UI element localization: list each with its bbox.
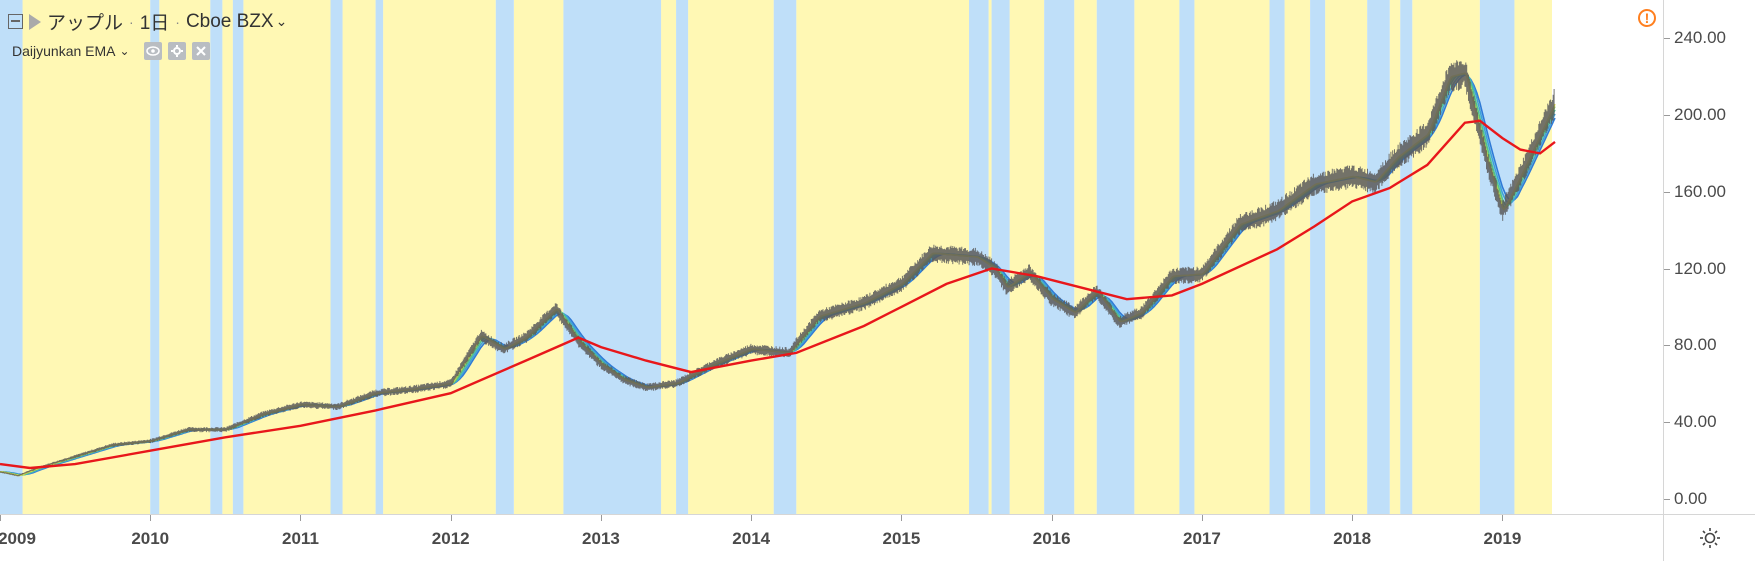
time-tick	[300, 515, 302, 521]
price-tick-label: 120.00	[1674, 258, 1726, 278]
price-axis[interactable]: 240.00 200.00 160.00 120.00 80.00 40.00 0.00	[1663, 0, 1755, 514]
close-icon[interactable]	[191, 42, 210, 60]
price-tick	[1664, 115, 1670, 117]
downtrend-band	[330, 0, 343, 514]
time-tick	[450, 515, 452, 521]
time-axis[interactable]: 2009 2010 2011 2012 2013 2014 2015 2016 2017 2018…	[0, 514, 1663, 561]
symbol-legend[interactable]: アップル · 1日 · Cboe BZX ⌄	[8, 8, 287, 35]
time-tick-label: 2018	[1333, 529, 1372, 548]
downtrend-band	[991, 0, 1010, 514]
price-tick-label: 80.00	[1674, 335, 1717, 355]
eye-icon[interactable]	[143, 42, 162, 60]
ema-long-line	[0, 119, 1556, 470]
indicator-legend[interactable]: Daijyunkan EMA ⌄	[12, 42, 210, 60]
plot-area[interactable]: アップル · 1日 · Cboe BZX ⌄ Daijyunkan EMA ⌄ …	[0, 0, 1663, 514]
uptrend-band	[342, 0, 376, 514]
chart-settings-corner[interactable]	[1663, 514, 1755, 561]
legend-separator: ·	[129, 13, 134, 30]
price-tick-label: 200.00	[1674, 105, 1726, 125]
price-tick-label: 240.00	[1674, 28, 1726, 48]
downtrend-band	[1479, 0, 1515, 514]
chevron-down-icon[interactable]: ⌄	[119, 44, 130, 58]
uptrend-band	[1134, 0, 1180, 514]
price-tick	[1664, 191, 1670, 193]
uptrend-band	[688, 0, 774, 514]
legend-separator: ·	[175, 13, 180, 30]
downtrend-band	[676, 0, 689, 514]
price-candles	[0, 60, 1555, 477]
time-tick-label: 2012	[431, 529, 470, 548]
time-tick-label: 2010	[131, 529, 170, 548]
uptrend-band	[1514, 0, 1552, 514]
price-tick	[1664, 421, 1670, 423]
trend-background-bands	[0, 0, 1552, 514]
uptrend-band	[661, 0, 677, 514]
time-tick	[1201, 515, 1203, 521]
flag-icon[interactable]	[29, 13, 41, 30]
uptrend-band	[1325, 0, 1368, 514]
interval-label[interactable]: 1日	[139, 13, 170, 34]
downtrend-band	[0, 0, 23, 514]
gear-icon[interactable]	[167, 42, 186, 60]
price-tick	[1664, 38, 1670, 40]
downtrend-band	[375, 0, 384, 514]
price-chart[interactable]	[0, 0, 1663, 514]
uptrend-band	[222, 0, 233, 514]
collapse-icon[interactable]	[8, 14, 23, 29]
time-tick-label: 2014	[732, 529, 771, 548]
price-tick-label: 0.00	[1674, 488, 1708, 508]
downtrend-band	[1400, 0, 1413, 514]
time-tick	[600, 515, 602, 521]
uptrend-band	[1284, 0, 1311, 514]
time-tick	[1051, 515, 1053, 521]
downtrend-band	[1096, 0, 1135, 514]
time-tick	[901, 515, 903, 521]
downtrend-band	[1044, 0, 1075, 514]
sun-icon[interactable]	[1699, 527, 1721, 549]
downtrend-band	[1269, 0, 1285, 514]
downtrend-band	[150, 0, 160, 514]
candle-wicks	[0, 60, 1555, 477]
downtrend-band	[773, 0, 797, 514]
uptrend-band	[1009, 0, 1045, 514]
time-tick-label: 2019	[1483, 529, 1522, 548]
time-tick-label: 2009	[0, 529, 36, 548]
time-tick	[751, 515, 753, 521]
downtrend-band	[1310, 0, 1326, 514]
time-tick	[0, 515, 1, 521]
time-tick-label: 2017	[1183, 529, 1221, 548]
time-tick	[150, 515, 152, 521]
downtrend-band	[563, 0, 662, 514]
time-tick-label: 2011	[282, 529, 319, 548]
uptrend-band	[243, 0, 331, 514]
uptrend-band	[1074, 0, 1097, 514]
uptrend-band	[22, 0, 151, 514]
time-tick	[1352, 515, 1354, 521]
downtrend-band	[232, 0, 244, 514]
ema-long-path	[0, 119, 1556, 470]
time-tick-label: 2013	[582, 529, 620, 548]
indicator-name[interactable]: Daijyunkan EMA	[12, 43, 116, 59]
chevron-down-icon[interactable]: ⌄	[275, 13, 288, 29]
uptrend-band	[1194, 0, 1270, 514]
downtrend-band	[1367, 0, 1390, 514]
uptrend-band	[1389, 0, 1401, 514]
uptrend-band	[383, 0, 496, 514]
uptrend-band	[513, 0, 564, 514]
price-tick-label: 40.00	[1674, 411, 1717, 431]
price-tick-label: 160.00	[1674, 181, 1726, 201]
price-tick	[1664, 345, 1670, 347]
downtrend-band	[210, 0, 223, 514]
downtrend-band	[1179, 0, 1195, 514]
price-tick	[1664, 268, 1670, 270]
downtrend-band	[495, 0, 514, 514]
symbol-name[interactable]: アップル	[47, 13, 124, 34]
time-tick	[1502, 515, 1504, 521]
exchange-label[interactable]: Cboe BZX	[185, 10, 274, 32]
price-tick	[1664, 498, 1670, 500]
warning-icon[interactable]: !	[1638, 9, 1656, 27]
time-tick-label: 2016	[1032, 529, 1071, 548]
time-tick-label: 2015	[882, 529, 921, 548]
